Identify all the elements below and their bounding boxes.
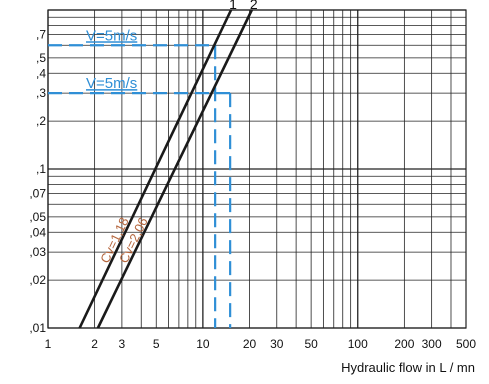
x-tick-label: 30 xyxy=(270,337,284,351)
x-axis-ticks: 1 2 3 5 10 20 30 50 100 200 300 500 xyxy=(45,337,477,351)
velocity-label: V=5m/s xyxy=(86,27,137,44)
y-tick-label: ,03 xyxy=(29,245,46,259)
series-number-label: 1 xyxy=(229,0,237,12)
velocity-guides xyxy=(48,44,232,328)
y-tick-label: ,3 xyxy=(36,86,46,100)
x-tick-label: 500 xyxy=(456,337,476,351)
x-tick-label: 10 xyxy=(196,337,210,351)
x-tick-label: 50 xyxy=(304,337,318,351)
plot-frame xyxy=(47,9,467,329)
y-axis-ticks: ,7 ,5,4 ,3 ,2 ,1 ,07 ,05,04 ,03 ,02 ,01 xyxy=(29,28,46,335)
y-tick-label: ,1 xyxy=(36,162,46,176)
series-number-label: 2 xyxy=(250,0,258,12)
series-line-1 xyxy=(78,9,233,329)
grid xyxy=(47,9,467,329)
series-lines xyxy=(78,9,253,329)
y-tick-label: ,01 xyxy=(29,321,46,335)
x-tick-label: 300 xyxy=(422,337,442,351)
y-tick-label: ,05 xyxy=(29,210,46,224)
y-tick-label: ,04 xyxy=(29,225,46,239)
x-tick-label: 20 xyxy=(243,337,257,351)
y-tick-label: ,5 xyxy=(36,51,46,65)
velocity-label: V=5m/s xyxy=(86,75,137,92)
x-tick-label: 200 xyxy=(394,337,414,351)
y-tick-label: ,02 xyxy=(29,273,46,287)
y-tick-label: ,4 xyxy=(36,66,46,80)
x-tick-label: 5 xyxy=(153,337,160,351)
x-axis-title: Hydraulic flow in L / mn xyxy=(341,360,475,375)
series-line-2 xyxy=(96,9,253,329)
x-tick-label: 100 xyxy=(348,337,368,351)
x-tick-label: 1 xyxy=(45,337,52,351)
y-tick-label: ,7 xyxy=(36,28,46,42)
y-tick-label: ,07 xyxy=(29,187,46,201)
y-tick-label: ,2 xyxy=(36,114,46,128)
x-tick-label: 2 xyxy=(91,337,98,351)
x-tick-label: 3 xyxy=(119,337,126,351)
